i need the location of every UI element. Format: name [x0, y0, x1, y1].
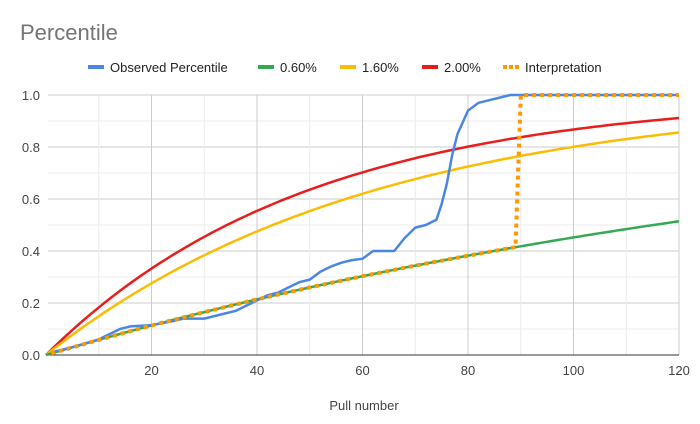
legend-label: Observed Percentile — [110, 60, 228, 75]
x-tick-label: 20 — [144, 363, 158, 378]
y-tick-label: 0.6 — [22, 192, 40, 207]
x-tick-label: 40 — [250, 363, 264, 378]
y-tick-label: 0.4 — [22, 244, 40, 259]
y-tick-label: 0.0 — [22, 348, 40, 363]
series-line-2-00- — [45, 116, 680, 356]
chart-title: Percentile — [20, 20, 118, 45]
x-tick-label: 120 — [668, 363, 690, 378]
legend-label: Interpretation — [525, 60, 602, 75]
legend-label: 1.60% — [362, 60, 399, 75]
y-tick-label: 0.2 — [22, 296, 40, 311]
legend-label: 2.00% — [444, 60, 481, 75]
legend: Observed Percentile 0.60% 1.60% 2.00% Interp… — [88, 60, 602, 75]
axis-ticks: 0.0 0.2 0.4 0.6 0.8 1.0 20 40 60 80 100 120 — [22, 88, 690, 378]
x-tick-label: 80 — [461, 363, 475, 378]
y-tick-label: 1.0 — [22, 88, 40, 103]
y-tick-label: 0.8 — [22, 140, 40, 155]
series-line-interpretation — [50, 93, 679, 356]
grid — [48, 94, 680, 356]
series-line-observed-percentile — [51, 93, 679, 354]
series-lines — [45, 93, 680, 357]
legend-label: 0.60% — [280, 60, 317, 75]
x-tick-label: 100 — [563, 363, 585, 378]
x-tick-label: 60 — [355, 363, 369, 378]
series-line-1-60- — [45, 131, 680, 356]
x-axis-label: Pull number — [329, 398, 399, 413]
